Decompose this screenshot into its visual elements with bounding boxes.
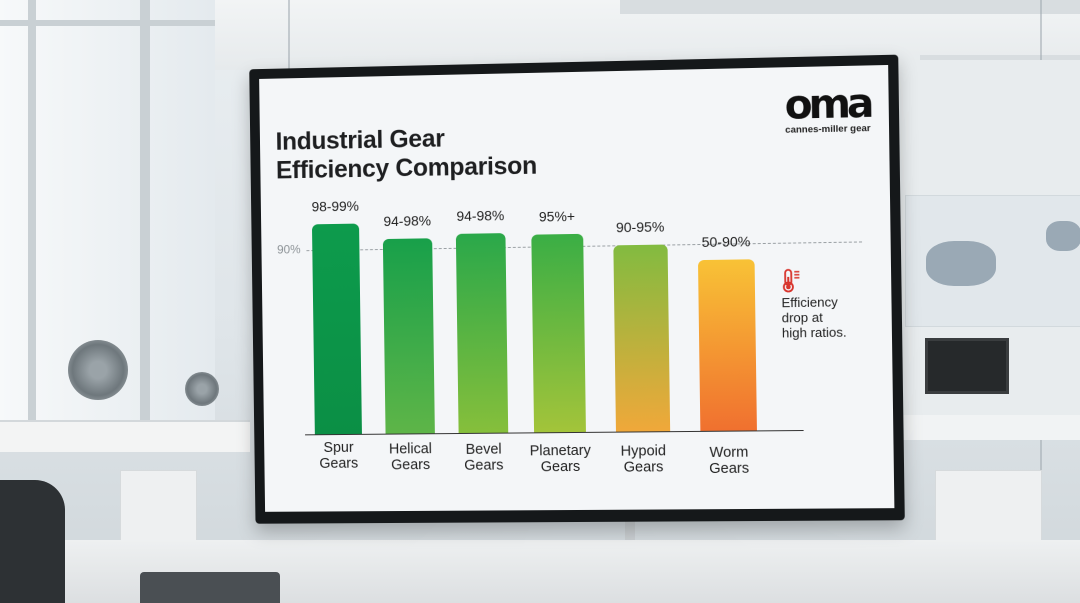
gear-model xyxy=(68,340,128,400)
company-logo: oma cannes-miller gear xyxy=(784,80,871,136)
bar-worm-gears: 50-90% xyxy=(697,233,757,431)
bar-fill xyxy=(382,238,435,434)
bar-value-label: 98-99% xyxy=(311,197,360,215)
bar-fill xyxy=(455,233,509,434)
gear-image xyxy=(926,241,996,286)
gear-image xyxy=(1046,221,1080,251)
bar-fill xyxy=(697,259,757,431)
annotation-line: Efficiency xyxy=(781,294,838,311)
window-frame xyxy=(0,20,215,26)
cabinet xyxy=(120,470,197,542)
bar-chart: 98-99% 94-98% 94-98% 95%+ 90-95% 50-90% xyxy=(311,168,793,435)
category-labels: Spur Gears Helical Gears Bevel Gears Planetary… xyxy=(259,65,888,477)
chair xyxy=(0,480,65,603)
gear-model xyxy=(185,372,219,406)
bar-value-label: 94-98% xyxy=(383,212,432,230)
bar-spur-gears: 98-99% xyxy=(311,198,362,435)
bar-fill xyxy=(531,233,586,433)
window-frame xyxy=(28,0,36,430)
bar-value-label: 50-90% xyxy=(701,233,751,251)
glass-partition xyxy=(288,0,290,90)
bar-planetary-gears: 95%+ xyxy=(531,208,586,433)
category-label: Hypoid Gears xyxy=(620,443,667,476)
bar-value-label: 94-98% xyxy=(456,207,505,224)
ceiling-beam xyxy=(620,0,1080,14)
annotation-line: high ratios. xyxy=(781,324,847,341)
thermometer-icon xyxy=(781,269,802,299)
logo-mark: oma xyxy=(784,80,871,129)
bar-fill xyxy=(613,244,671,432)
category-label: Worm Gears xyxy=(709,444,750,477)
bar-helical-gears: 94-98% xyxy=(382,212,435,434)
monitor-screen: Industrial Gear Efficiency Comparison om… xyxy=(259,64,895,512)
annotation-text: Efficiency drop at high ratios. xyxy=(781,294,873,341)
desk xyxy=(0,420,250,452)
bar-hypoid-gears: 90-95% xyxy=(613,218,671,432)
bar-value-label: 90-95% xyxy=(615,218,665,236)
reference-line-label: 90% xyxy=(277,242,301,257)
bar-fill xyxy=(311,223,362,435)
desk xyxy=(900,415,1080,440)
bar-value-label: 95%+ xyxy=(538,207,576,225)
laptop xyxy=(140,572,280,603)
logo-subtitle: cannes-miller gear xyxy=(785,123,871,136)
gear-poster xyxy=(905,195,1080,327)
bar-bevel-gears: 94-98% xyxy=(455,207,509,434)
background-monitor xyxy=(925,338,1009,394)
display-monitor: Industrial Gear Efficiency Comparison om… xyxy=(249,54,905,524)
window-frame xyxy=(140,0,150,430)
category-label: Planetary Gears xyxy=(529,442,591,475)
annotation-line: drop at xyxy=(781,309,823,326)
